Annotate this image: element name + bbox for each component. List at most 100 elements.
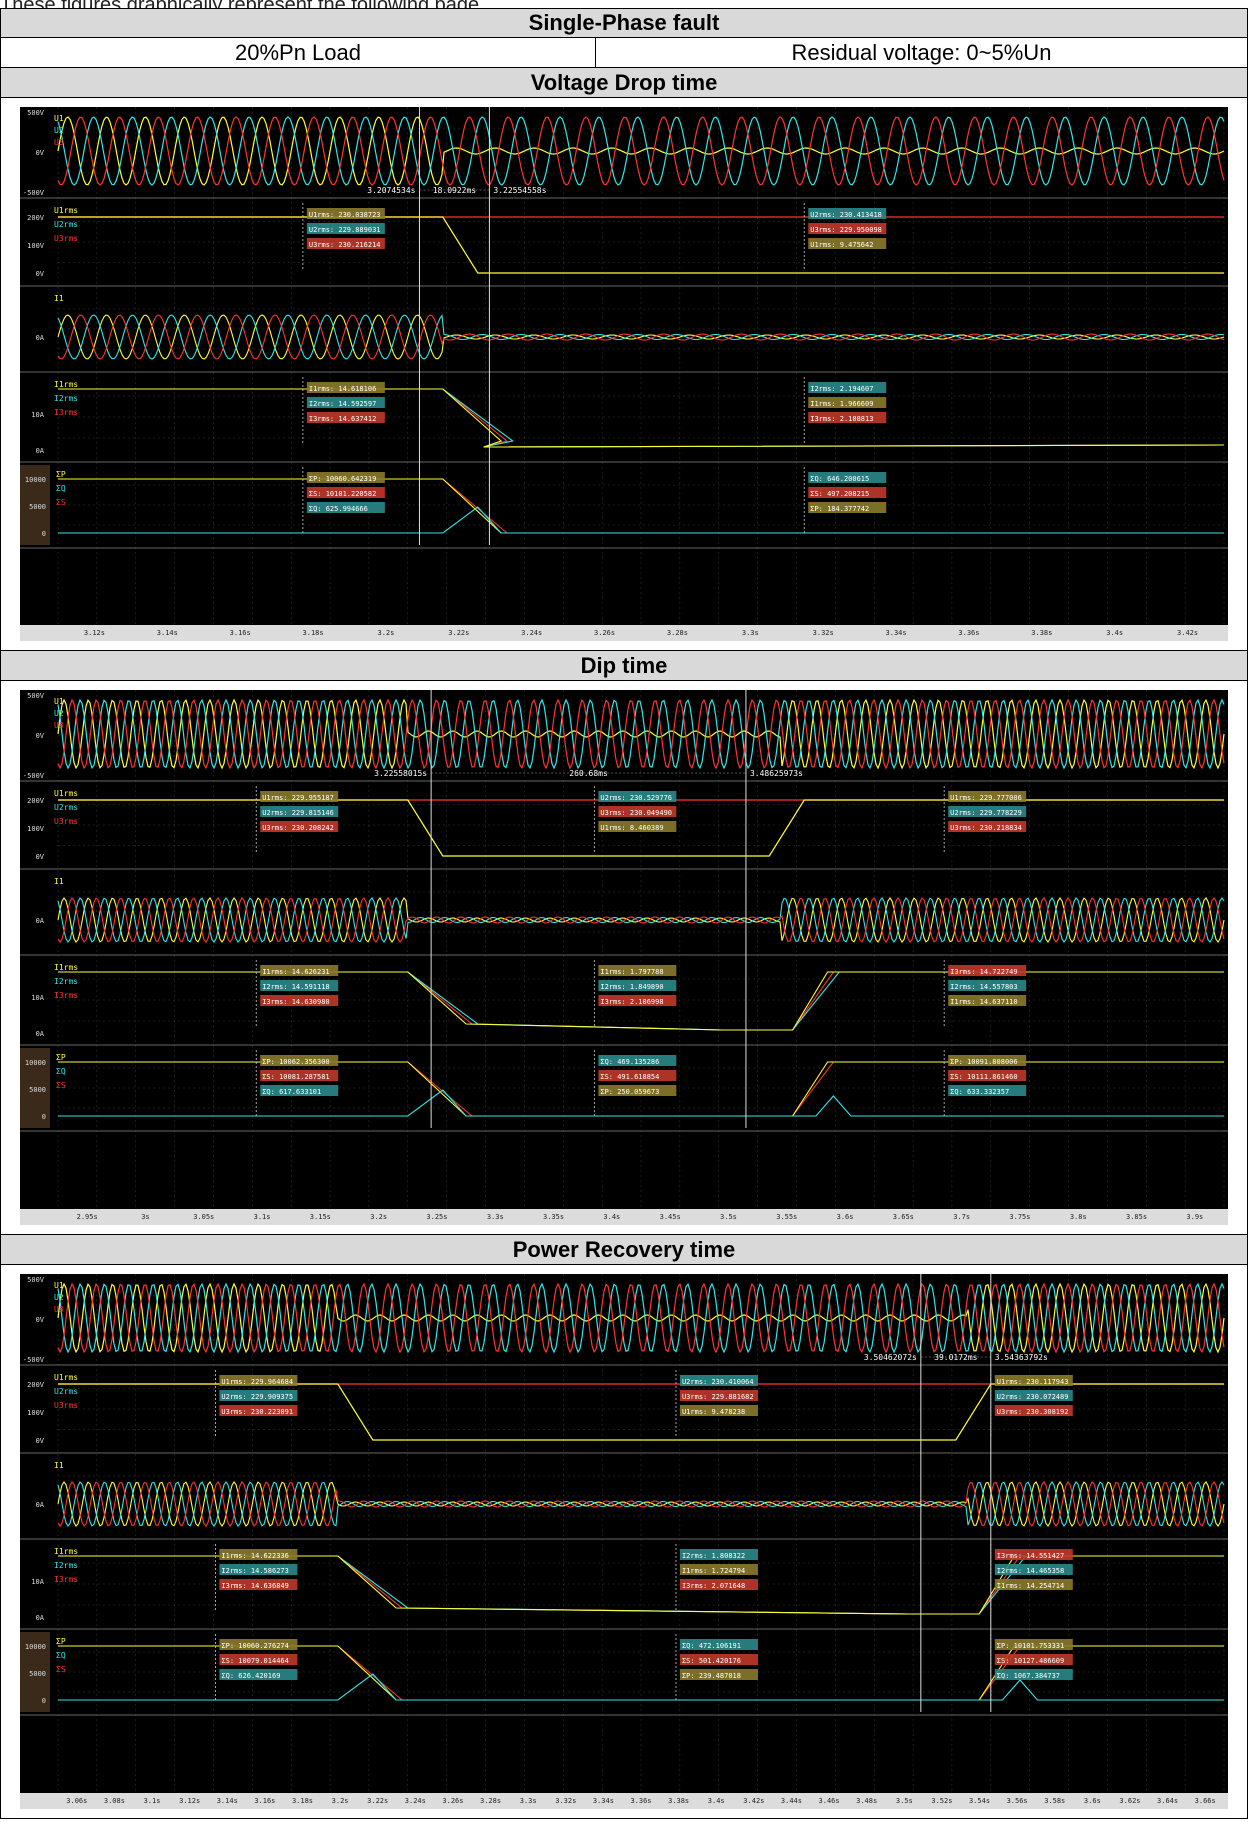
x-tick-label: 3.5s xyxy=(896,1797,913,1805)
x-tick-label: 3.1s xyxy=(144,1797,161,1805)
marker-value: U3rms: 230.223091 xyxy=(221,1408,293,1416)
x-tick-label: 3.18s xyxy=(303,629,324,637)
marker-value: U1rms: 229.964684 xyxy=(221,1378,293,1386)
i-wave-2 xyxy=(57,897,1225,943)
u-channel-label: U3 xyxy=(54,138,64,147)
marker-value: ΣS: 10101.220582 xyxy=(309,490,376,498)
marker-box xyxy=(260,821,339,832)
u-wave-2 xyxy=(57,1282,1225,1354)
cursor-delta-readout: 39.0172ms xyxy=(934,1353,978,1362)
cursor1-readout: 3.2074534s xyxy=(367,186,415,195)
marker-value: U1rms: 229.777006 xyxy=(950,794,1022,802)
marker-value: ΣP: 10062.356300 xyxy=(262,1058,329,1066)
axis-strip xyxy=(20,1632,50,1712)
marker-box xyxy=(948,995,1027,1006)
x-tick-label: 3.05s xyxy=(193,1213,214,1221)
marker-value: I3rms: 14.722749 xyxy=(950,968,1017,976)
marker-value: U2rms: 230.072489 xyxy=(997,1393,1069,1401)
marker-box xyxy=(948,791,1027,802)
x-tick-label: 3.16s xyxy=(230,629,251,637)
marker-value: I3rms: 14.630980 xyxy=(262,998,329,1006)
irms-channel-label: I1rms xyxy=(54,380,78,389)
cursor-delta-readout: 18.0922ms xyxy=(433,186,477,195)
x-tick-label: 3.28s xyxy=(667,629,688,637)
marker-value: U3rms: 230.308192 xyxy=(997,1408,1069,1416)
marker-box xyxy=(679,1564,758,1575)
irms-channel-label: I2rms xyxy=(54,394,78,403)
q-line xyxy=(58,1089,1224,1117)
x-tick-label: 3.32s xyxy=(555,1797,576,1805)
p-channel-label: ΣQ xyxy=(56,484,66,493)
marker-box xyxy=(994,1405,1073,1416)
marker-value: U2rms: 230.529776 xyxy=(600,794,672,802)
p-channel-label: ΣS xyxy=(56,1081,66,1090)
marker-box xyxy=(306,502,385,513)
marker-value: I3rms: 2.108813 xyxy=(810,415,873,423)
i-axis-tick: 0A xyxy=(36,334,45,342)
x-tick-label: 3.38s xyxy=(1031,629,1052,637)
urms-axis-tick: 200V xyxy=(27,214,45,222)
marker-value: U3rms: 230.049490 xyxy=(600,809,672,817)
marker-value: ΣS: 10081.287581 xyxy=(262,1073,329,1081)
irms-axis-tick: 10A xyxy=(31,1578,44,1586)
marker-value: U3rms: 229.881682 xyxy=(682,1393,754,1401)
u-axis-tick: -500V xyxy=(23,189,45,197)
marker-box xyxy=(306,238,385,249)
x-tick-label: 3.16s xyxy=(254,1797,275,1805)
marker-value: ΣQ: 625.994666 xyxy=(309,505,368,513)
x-tick-label: 3.18s xyxy=(292,1797,313,1805)
marker-box xyxy=(598,980,677,991)
residual-cell: Residual voltage: 0~5%Un xyxy=(595,37,1248,68)
i-wave-2 xyxy=(57,1481,1225,1527)
marker-value: I1rms: 14.622336 xyxy=(221,1552,288,1560)
marker-box xyxy=(679,1654,758,1665)
urms-axis-tick: 0V xyxy=(36,1437,45,1445)
marker-box xyxy=(219,1390,298,1401)
cursor2-readout: 3.54363792s xyxy=(995,1353,1048,1362)
marker-box xyxy=(598,806,677,817)
marker-box xyxy=(219,1654,298,1665)
x-tick-label: 3.5s xyxy=(720,1213,737,1221)
marker-box xyxy=(260,995,339,1006)
marker-box xyxy=(598,821,677,832)
u-channel-label: U1 xyxy=(54,697,64,706)
urms-channel-label: U2rms xyxy=(54,803,78,812)
u-wave-1 xyxy=(57,116,1225,186)
irms-channel-label: I3rms xyxy=(54,408,78,417)
p-axis-tick: 0 xyxy=(42,1697,46,1705)
marker-value: U3rms: 230.208242 xyxy=(262,824,334,832)
p-axis-tick: 5000 xyxy=(29,1086,46,1094)
marker-value: U2rms: 229.778229 xyxy=(950,809,1022,817)
x-axis-bar xyxy=(20,1209,1228,1225)
marker-value: ΣQ: 626.420169 xyxy=(221,1672,280,1680)
marker-box xyxy=(219,1549,298,1560)
i-wave-1 xyxy=(57,314,1225,360)
u-channel-label: U3 xyxy=(54,721,64,730)
x-tick-label: 3.75s xyxy=(1009,1213,1030,1221)
x-tick-label: 3.22s xyxy=(448,629,469,637)
title-row: Single-Phase fault xyxy=(0,8,1248,38)
cursor1-readout: 3.50462072s xyxy=(864,1353,917,1362)
marker-value: U1rms: 230.117943 xyxy=(997,1378,1069,1386)
u-axis-tick: 0V xyxy=(36,149,45,157)
marker-box xyxy=(994,1654,1073,1665)
marker-value: I3rms: 2.071648 xyxy=(682,1582,745,1590)
marker-value: ΣS: 497.208215 xyxy=(810,490,869,498)
x-tick-label: 3.64s xyxy=(1157,1797,1178,1805)
x-tick-label: 3.4s xyxy=(603,1213,620,1221)
x-tick-label: 3.55s xyxy=(776,1213,797,1221)
x-tick-label: 3.4s xyxy=(708,1797,725,1805)
marker-box xyxy=(260,1085,339,1096)
x-tick-label: 3.32s xyxy=(813,629,834,637)
marker-box xyxy=(679,1390,758,1401)
irms-channel-label: I3rms xyxy=(54,1575,78,1584)
u-channel-label: U1 xyxy=(54,1281,64,1290)
scope-chart-voltage-drop: 500V 0V -500V U1 U2 U3 200V 100V 0V U1rms U2rms U3r… xyxy=(20,107,1228,641)
p-axis-tick: 10000 xyxy=(25,476,46,484)
marker-value: U1rms: 9.475642 xyxy=(810,241,873,249)
marker-box xyxy=(808,382,887,393)
marker-value: U3rms: 230.218834 xyxy=(950,824,1022,832)
marker-box xyxy=(219,1564,298,1575)
marker-value: ΣS: 10111.861460 xyxy=(950,1073,1017,1081)
marker-value: U1rms: 8.460389 xyxy=(600,824,663,832)
